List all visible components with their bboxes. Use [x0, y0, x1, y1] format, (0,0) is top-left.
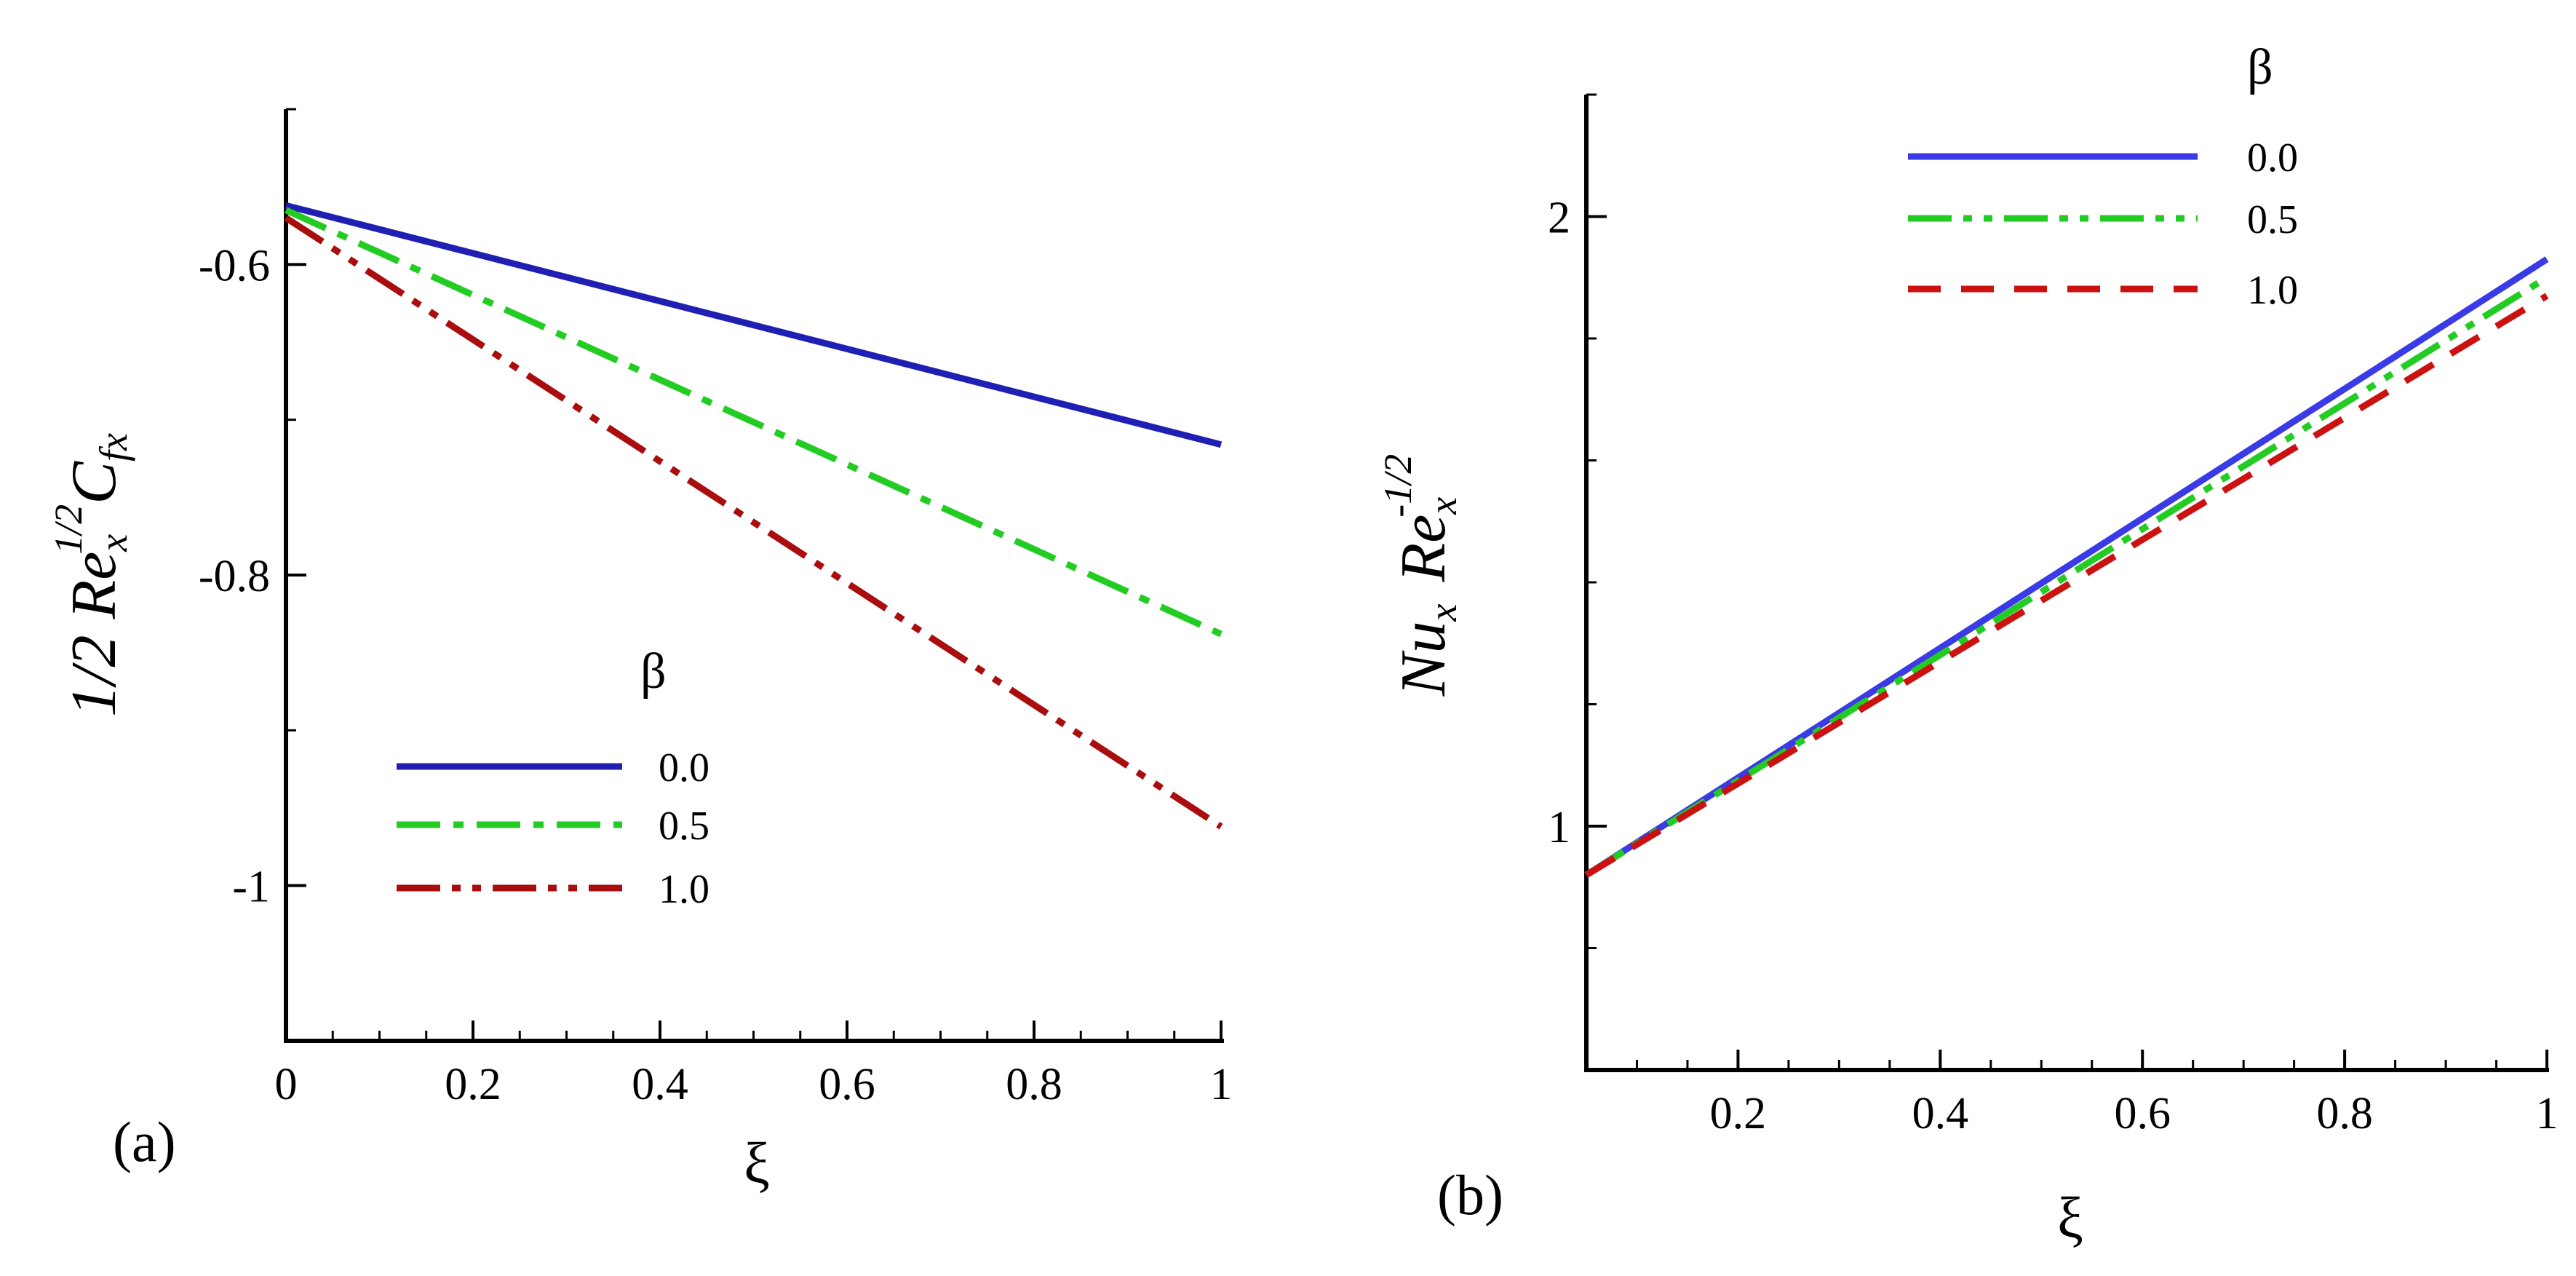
panel-a-legend-label-2: 1.0	[659, 867, 709, 912]
panel-a-legend-title: β	[640, 643, 667, 700]
panel-a-legend: β 0.0 0.5 1.0	[397, 643, 709, 912]
panel-a-series	[284, 202, 1223, 830]
panel-b-ylabel-2: x	[1421, 604, 1465, 622]
panel-a-series-line-0	[285, 202, 1223, 448]
panel-b-legend-item-0: 0.0	[1908, 135, 2298, 181]
panel-b-xlabel: ξ	[2057, 1186, 2083, 1251]
panel-b-ylabel: NuxRex-1/2	[1376, 454, 1465, 697]
panel-a-ticks: 0 0.2 0.4 0.6 0.8 1 -1 -0.8 -0.6	[199, 108, 1233, 1109]
panel-a-x-tick-label: 0.6	[819, 1060, 875, 1109]
panel-a: 0 0.2 0.4 0.6 0.8 1 -1 -0.8 -0.6 ξ (a) 1/2 Rex1/…	[47, 108, 1233, 1196]
panel-a-legend-item-1: 0.5	[397, 804, 709, 849]
panel-b-ylabel-1: Nu	[1388, 622, 1459, 697]
panel-b-legend-title: β	[2247, 39, 2273, 95]
panel-b-legend-label-1: 0.5	[2247, 197, 2298, 242]
panel-b-x-tick-label: 0.4	[1912, 1089, 1969, 1138]
panel-b-ylabel-3: Re	[1388, 515, 1459, 583]
panel-b-ylabel-5: -1/2	[1376, 454, 1420, 518]
panel-a-xlabel: ξ	[744, 1132, 770, 1196]
panel-b-legend-label-2: 1.0	[2247, 268, 2298, 313]
panel-b: 0.2 0.4 0.6 0.8 112 ξ (b) NuxRex-1/2 β 0.0 0…	[1376, 39, 2559, 1251]
panel-b-ticks: 0.2 0.4 0.6 0.8 1 1 2	[1548, 93, 2559, 1138]
panel-a-legend-label-0: 0.0	[659, 745, 709, 790]
panel-b-legend: β 0.0 0.5 1.0	[1908, 39, 2298, 313]
panel-a-ylabel-5: fx	[92, 433, 135, 461]
panel-b-y-tick-label: 1	[1548, 803, 1570, 852]
panel-b-label: (b)	[1437, 1163, 1503, 1227]
panel-a-legend-label-1: 0.5	[659, 804, 709, 849]
panel-a-ylabel-4: C	[59, 461, 130, 504]
panel-a-y-tick-label: -0.8	[199, 552, 270, 601]
panel-b-x-tick-label: 0.2	[1710, 1089, 1767, 1138]
panel-b-y-tick-label: 2	[1548, 194, 1570, 243]
panel-a-series-line-2	[284, 215, 1223, 830]
panel-b-legend-item-1: 0.5	[1908, 197, 2298, 242]
panel-b-x-tick-label: 0.8	[2316, 1089, 2373, 1138]
panel-a-x-tick-label: 0.4	[632, 1060, 688, 1109]
panel-a-ylabel-2: x	[92, 534, 135, 552]
panel-b-x-tick-label: 0.6	[2114, 1089, 2171, 1138]
panel-b-series	[1584, 256, 2549, 878]
panel-b-series-line-0	[1584, 256, 2549, 878]
panel-a-series-line-1	[285, 207, 1223, 638]
panel-a-x-tick-label: 0	[275, 1060, 298, 1109]
panel-a-ylabel: 1/2 Rex1/2Cfx	[47, 433, 135, 717]
panel-b-legend-label-0: 0.0	[2247, 135, 2298, 181]
panel-a-legend-item-0: 0.0	[397, 745, 709, 790]
panel-a-x-tick-label: 1	[1210, 1060, 1233, 1109]
panel-b-series-line-1	[1584, 274, 2549, 878]
panel-a-x-tick-label: 0.2	[445, 1060, 501, 1109]
panel-b-x-tick-label: 1	[2536, 1089, 2559, 1138]
panel-a-ylabel-3: 1/2	[47, 504, 90, 555]
panel-a-y-tick-label: -0.6	[199, 241, 270, 290]
panel-a-axes	[284, 109, 1224, 1043]
panel-b-series-line-2	[1584, 293, 2549, 878]
panel-b-ylabel-4: x	[1421, 497, 1465, 515]
panel-a-y-tick-label: -1	[232, 863, 270, 912]
panel-a-x-tick-label: 0.8	[1006, 1060, 1062, 1109]
panel-a-legend-item-2: 1.0	[397, 867, 709, 912]
panel-b-legend-item-2: 1.0	[1908, 268, 2298, 313]
panel-a-ylabel-1: 1/2 Re	[59, 552, 130, 717]
panel-a-label: (a)	[113, 1110, 176, 1173]
